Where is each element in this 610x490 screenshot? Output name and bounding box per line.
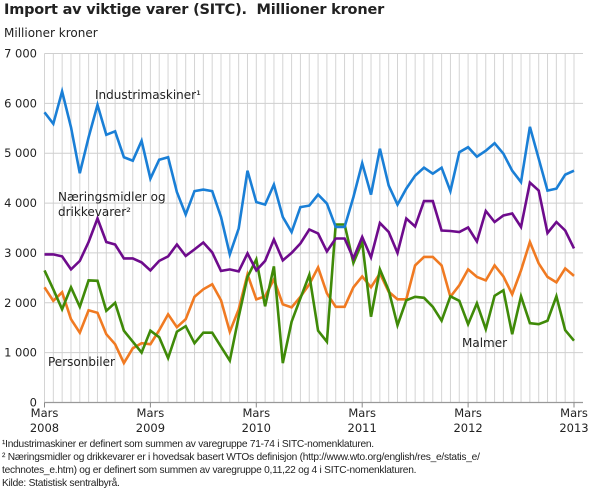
series-line-personbiler bbox=[43, 238, 575, 366]
x-tick-label-month: Mars bbox=[560, 406, 588, 420]
source-note: Kilde: Statistisk sentralbyrå. bbox=[2, 478, 120, 489]
y-tick-label: 5 000 bbox=[4, 146, 37, 160]
y-tick-label: 4 000 bbox=[4, 196, 37, 210]
series-label-personbiler: Personbiler bbox=[48, 355, 115, 369]
series-label-naeringsmidler-line1: Næringsmidler og bbox=[58, 190, 166, 204]
footnotes: ¹Industrimaskiner er definert som summen… bbox=[2, 438, 480, 490]
chart-title: Import av viktige varer (SITC). Millione… bbox=[4, 2, 385, 18]
y-axis-label: Millioner kroner bbox=[4, 26, 98, 40]
series-line-industrimaskiner bbox=[43, 86, 575, 260]
series-label-naeringsmidler-line2: drikkevarer² bbox=[58, 205, 131, 219]
y-tick-label: 2 000 bbox=[4, 296, 37, 310]
footnote-2-cont: technotes_e.htm) og er definert som summ… bbox=[2, 465, 417, 476]
x-tick-label-year: 2011 bbox=[348, 421, 377, 435]
series-line-naeringsmidler bbox=[44, 180, 576, 273]
x-tick-label-year: 2012 bbox=[453, 421, 482, 435]
x-tick-label-year: 2009 bbox=[136, 421, 165, 435]
x-tick-label-year: 2010 bbox=[242, 421, 271, 435]
footnote-1: ¹Industrimaskiner er definert som summen… bbox=[2, 439, 374, 450]
y-tick-label: 6 000 bbox=[4, 96, 37, 110]
series-label-malmer: Malmer bbox=[462, 336, 507, 350]
x-tick-label-month: Mars bbox=[137, 406, 165, 420]
series-line-malmer bbox=[43, 223, 575, 365]
footnote-2: ² Næringsmidler og drikkevarer er i hove… bbox=[2, 452, 480, 463]
y-tick-label: 1 000 bbox=[4, 346, 37, 360]
x-tick-label-year: 2013 bbox=[559, 421, 588, 435]
y-tick-label: 3 000 bbox=[4, 246, 37, 260]
x-tick-label-year: 2008 bbox=[30, 421, 59, 435]
x-tick-label-month: Mars bbox=[242, 406, 270, 420]
x-tick-label-month: Mars bbox=[31, 406, 59, 420]
y-tick-label: 0 bbox=[30, 396, 37, 410]
x-tick-label-month: Mars bbox=[454, 406, 482, 420]
series-label-industrimaskiner: Industrimaskiner¹ bbox=[95, 88, 201, 102]
x-tick-label-month: Mars bbox=[348, 406, 376, 420]
y-tick-label: 7 000 bbox=[4, 47, 37, 61]
